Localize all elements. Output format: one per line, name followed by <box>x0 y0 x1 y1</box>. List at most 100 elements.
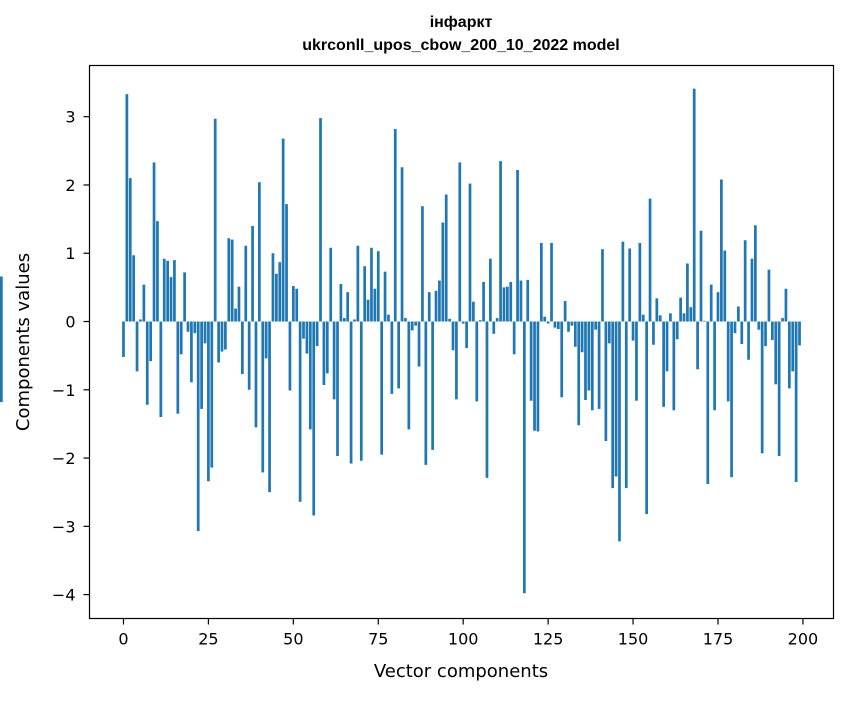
bar-113 <box>506 286 509 322</box>
bar-135 <box>580 321 584 353</box>
bar-undefined <box>0 276 3 322</box>
x-tick-label: 50 <box>283 630 303 649</box>
bar-43 <box>268 321 271 493</box>
x-axis: 0 25 50 75 100 125 150 175 200 <box>118 618 818 649</box>
y-tick-label: −1 <box>52 381 76 400</box>
bar-158 <box>658 315 662 322</box>
bar-164 <box>679 297 682 322</box>
bar-64 <box>339 283 343 322</box>
bar-75 <box>376 251 380 322</box>
bar-45 <box>274 273 278 322</box>
bar-147 <box>621 241 625 322</box>
bar-183 <box>743 240 747 322</box>
bar-0 <box>122 321 125 358</box>
bar-51 <box>295 288 299 322</box>
bar-98 <box>455 321 458 400</box>
bar-23 <box>200 321 203 409</box>
bar-81 <box>397 321 401 389</box>
bar-83 <box>404 318 407 322</box>
bar-188 <box>760 321 764 454</box>
bar-79 <box>390 321 394 394</box>
bar-129 <box>560 321 564 398</box>
bar-73 <box>370 247 373 322</box>
bar-53 <box>302 321 305 339</box>
bar-41 <box>261 321 265 473</box>
bar-46 <box>278 262 282 322</box>
bar-116 <box>516 169 519 322</box>
bar-9 <box>152 162 156 322</box>
bar-14 <box>169 277 173 322</box>
bar-177 <box>723 250 727 322</box>
y-tick-label: 1 <box>65 244 75 263</box>
bar-74 <box>373 288 377 322</box>
bar-35 <box>241 321 244 375</box>
x-tick-label: 150 <box>618 630 649 649</box>
bar-84 <box>407 321 411 430</box>
bar-106 <box>482 281 485 322</box>
bar-54 <box>305 321 309 354</box>
bar-144 <box>611 321 615 489</box>
bar-197 <box>791 321 795 372</box>
bar-104 <box>475 321 479 402</box>
bar-57 <box>315 321 319 347</box>
bar-11 <box>159 321 163 418</box>
bar-120 <box>529 321 533 401</box>
bar-20 <box>190 321 193 383</box>
bar-151 <box>635 321 638 401</box>
bar-47 <box>281 138 285 322</box>
x-axis-label: Vector components <box>374 661 548 682</box>
bar-192 <box>774 321 778 385</box>
bar-89 <box>424 321 428 465</box>
bar-96 <box>448 318 451 322</box>
bar-94 <box>441 222 445 322</box>
bar-133 <box>573 321 577 347</box>
bar-93 <box>438 280 441 322</box>
bar-174 <box>713 321 716 411</box>
bar-5 <box>139 319 142 322</box>
bar-8 <box>149 321 153 362</box>
bar-172 <box>706 321 710 485</box>
bar-170 <box>699 230 703 322</box>
bar-136 <box>584 321 587 401</box>
bar-63 <box>336 321 339 457</box>
bar-167 <box>689 307 693 322</box>
y-axis: 3 2 1 0 −1 −2 −3 −4 <box>52 108 90 605</box>
bar-169 <box>696 321 699 370</box>
bar-156 <box>652 321 655 345</box>
bar-181 <box>737 306 740 322</box>
bar-115 <box>512 321 516 355</box>
bar-99 <box>458 162 462 322</box>
y-tick-label: −4 <box>52 586 76 605</box>
y-tick-label: 2 <box>65 176 75 195</box>
bar-71 <box>363 266 367 322</box>
bar-52 <box>298 321 302 502</box>
y-tick-label: 0 <box>65 313 75 332</box>
bar-178 <box>726 321 730 402</box>
bar-50 <box>291 286 295 322</box>
bar-182 <box>740 321 744 345</box>
bar-29 <box>220 321 224 352</box>
bar-42 <box>264 321 268 359</box>
bar-145 <box>614 321 618 477</box>
bar-24 <box>203 321 207 344</box>
bar-154 <box>645 321 649 515</box>
bar-68 <box>353 319 356 322</box>
bar-34 <box>237 286 241 322</box>
bar-194 <box>781 318 784 322</box>
bar-69 <box>356 245 360 322</box>
bar-140 <box>597 321 601 409</box>
bar-102 <box>468 183 472 322</box>
bars-group <box>0 88 801 594</box>
bar-143 <box>607 321 611 344</box>
bar-176 <box>720 179 723 322</box>
bar-56 <box>312 321 316 516</box>
bar-153 <box>641 314 645 322</box>
bar-191 <box>770 321 774 340</box>
bar-58 <box>319 118 322 322</box>
bar-134 <box>577 321 581 426</box>
x-tick-label: 175 <box>703 630 734 649</box>
bar-138 <box>590 321 594 411</box>
bar-155 <box>648 198 652 322</box>
bar-85 <box>410 321 414 331</box>
bar-160 <box>665 321 669 372</box>
